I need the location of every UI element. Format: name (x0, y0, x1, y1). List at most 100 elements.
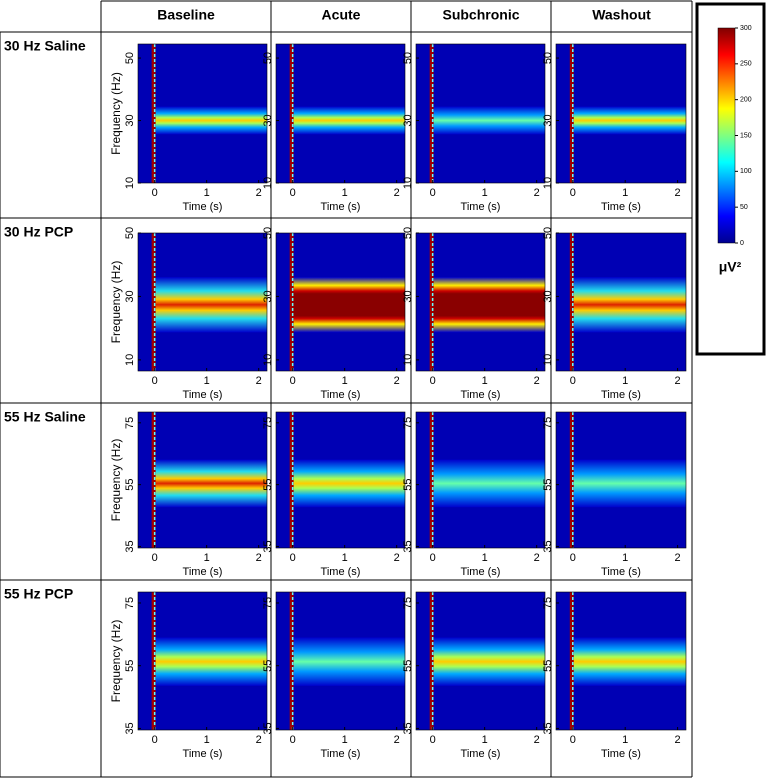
y-tick-label: 50 (124, 227, 136, 239)
x-tick-label: 0 (570, 552, 576, 564)
colorbar-tick-label: 0 (740, 240, 744, 247)
y-tick-label: 75 (262, 597, 274, 609)
plot-frame (415, 43, 546, 184)
x-axis-label: Time (s) (183, 201, 223, 213)
x-tick-label: 1 (342, 734, 348, 746)
spectrogram-band (432, 277, 545, 333)
y-tick-label: 75 (402, 417, 414, 429)
y-tick-label: 75 (542, 597, 554, 609)
onset-artifact (569, 233, 574, 371)
y-tick-label: 55 (402, 660, 414, 672)
x-tick-label: 1 (482, 552, 488, 564)
plot-frame (555, 43, 687, 184)
y-axis-label: Frequency (Hz) (109, 439, 123, 522)
y-tick-label: 50 (542, 227, 554, 239)
spectrogram-band (154, 277, 267, 333)
spectrogram-band (432, 106, 545, 135)
x-tick-label: 0 (152, 375, 158, 387)
colorbar-box (695, 2, 766, 356)
y-tick-label: 75 (262, 417, 274, 429)
x-tick-label: 2 (394, 375, 400, 387)
plot-frame (415, 411, 546, 549)
y-tick-label: 75 (402, 597, 414, 609)
spectrogram-band (292, 637, 405, 686)
y-tick-label: 35 (542, 722, 554, 734)
y-axis-label: Frequency (Hz) (109, 72, 123, 155)
y-tick-label: 35 (124, 540, 136, 552)
x-tick-label: 2 (534, 187, 540, 199)
plot-frame (555, 411, 687, 549)
x-axis-label: Time (s) (321, 201, 361, 213)
colorbar (717, 27, 736, 244)
onset-artifact (429, 44, 434, 183)
x-tick-label: 1 (204, 552, 210, 564)
colorbar-tick-label: 100 (740, 168, 752, 175)
y-tick-label: 50 (262, 52, 274, 64)
colorbar-tick-label: 150 (740, 132, 752, 139)
x-tick-label: 2 (534, 734, 540, 746)
y-axis-label: Frequency (Hz) (109, 620, 123, 703)
spectrogram-band (432, 459, 545, 508)
plot-frame (275, 411, 406, 549)
x-tick-label: 1 (622, 552, 628, 564)
plot-frame (275, 591, 406, 731)
spectrogram-band (154, 459, 267, 508)
x-tick-label: 2 (675, 187, 681, 199)
x-tick-label: 0 (430, 375, 436, 387)
x-axis-label: Time (s) (601, 201, 641, 213)
y-tick-label: 30 (542, 114, 554, 126)
x-axis-label: Time (s) (461, 389, 501, 401)
x-tick-label: 2 (534, 552, 540, 564)
y-tick-label: 55 (402, 479, 414, 491)
onset-artifact (569, 592, 574, 730)
onset-artifact (289, 592, 294, 730)
y-tick-label: 50 (124, 52, 136, 64)
plot-frame (415, 232, 546, 372)
x-tick-label: 1 (482, 187, 488, 199)
y-tick-label: 10 (402, 177, 414, 189)
colorbar-tick-label: 50 (740, 204, 748, 211)
plot-frame (275, 232, 406, 372)
x-axis-label: Time (s) (461, 566, 501, 578)
x-tick-label: 2 (256, 375, 262, 387)
y-tick-label: 10 (542, 354, 554, 366)
y-tick-label: 35 (124, 722, 136, 734)
x-tick-label: 1 (204, 187, 210, 199)
x-tick-label: 0 (430, 734, 436, 746)
column-header: Acute (322, 7, 361, 23)
spectrogram-band (572, 277, 686, 333)
x-tick-label: 0 (290, 552, 296, 564)
column-header: Subchronic (442, 7, 519, 23)
x-tick-label: 0 (152, 187, 158, 199)
x-tick-label: 0 (430, 187, 436, 199)
y-tick-label: 55 (262, 660, 274, 672)
y-tick-label: 55 (124, 660, 136, 672)
x-tick-label: 2 (675, 552, 681, 564)
colorbar-tick-label: 200 (740, 97, 752, 104)
y-tick-label: 30 (402, 290, 414, 302)
onset-artifact (289, 412, 294, 548)
spectrogram-band (572, 106, 686, 135)
x-axis-label: Time (s) (183, 389, 223, 401)
onset-artifact (569, 44, 574, 183)
x-tick-label: 0 (152, 552, 158, 564)
x-tick-label: 1 (482, 375, 488, 387)
x-tick-label: 2 (394, 734, 400, 746)
onset-artifact (429, 592, 434, 730)
y-tick-label: 50 (402, 227, 414, 239)
y-tick-label: 35 (402, 722, 414, 734)
onset-artifact (151, 233, 156, 371)
y-tick-label: 30 (402, 114, 414, 126)
onset-artifact (151, 412, 156, 548)
y-tick-label: 10 (402, 354, 414, 366)
x-tick-label: 0 (570, 375, 576, 387)
y-tick-label: 75 (124, 417, 136, 429)
x-tick-label: 1 (342, 375, 348, 387)
y-tick-label: 55 (262, 479, 274, 491)
row-label: 55 Hz PCP (4, 586, 73, 602)
spectrogram-band (292, 459, 405, 508)
x-axis-label: Time (s) (183, 748, 223, 760)
x-tick-label: 0 (290, 734, 296, 746)
onset-artifact (289, 44, 294, 183)
